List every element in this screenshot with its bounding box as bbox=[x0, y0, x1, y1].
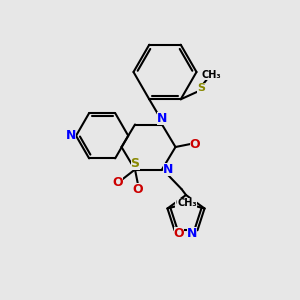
Text: O: O bbox=[133, 183, 143, 196]
Text: N: N bbox=[157, 112, 167, 125]
Text: CH₃: CH₃ bbox=[202, 70, 221, 80]
Text: N: N bbox=[65, 129, 76, 142]
Text: O: O bbox=[112, 176, 123, 190]
Text: S: S bbox=[197, 83, 205, 93]
Text: N: N bbox=[187, 227, 197, 240]
Text: CH₃: CH₃ bbox=[175, 198, 195, 208]
Text: O: O bbox=[190, 137, 200, 151]
Text: CH₃: CH₃ bbox=[177, 198, 197, 208]
Text: S: S bbox=[130, 157, 140, 170]
Text: O: O bbox=[174, 227, 184, 240]
Text: N: N bbox=[163, 163, 173, 176]
